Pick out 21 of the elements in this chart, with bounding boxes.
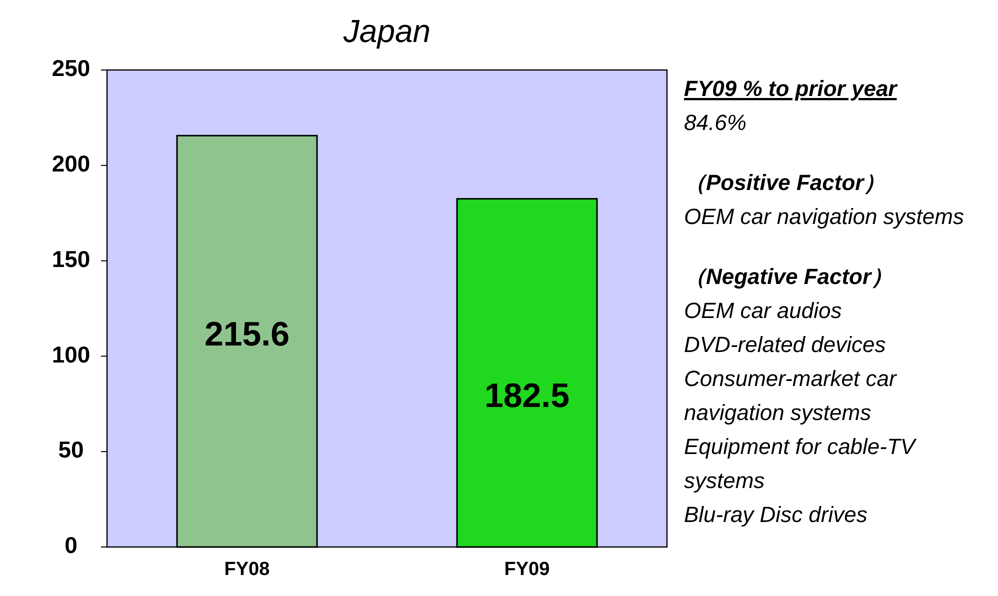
text: （Negative Factor） (684, 264, 894, 289)
y-tick-label: 150 (52, 246, 90, 272)
text: 84.6% (684, 110, 746, 135)
y-tick-label: 250 (52, 55, 90, 82)
text: OEM car audios (684, 298, 842, 323)
text: FY09 % to prior year (684, 76, 898, 101)
data-label: 215.6 (204, 315, 290, 354)
data-label: 182.5 (484, 376, 570, 415)
text: Consumer-market car navigation systems (684, 366, 898, 425)
y-tick-label: 50 (58, 436, 84, 463)
y-tick-label: 200 (52, 150, 90, 176)
text: （Positive Factor） (684, 170, 886, 195)
text: OEM car navigation systems (684, 204, 964, 229)
x-tick-label: FY08 (224, 559, 270, 580)
text: Equipment for cable-TV systems (684, 434, 918, 493)
text: Blu-ray Disc drives (684, 502, 868, 527)
x-tick-label: FY09 (504, 559, 550, 580)
y-tick-label: 0 (64, 532, 78, 558)
chart-title: Japan (342, 13, 431, 49)
text: DVD-related devices (684, 332, 886, 357)
y-tick-label: 100 (52, 341, 90, 368)
